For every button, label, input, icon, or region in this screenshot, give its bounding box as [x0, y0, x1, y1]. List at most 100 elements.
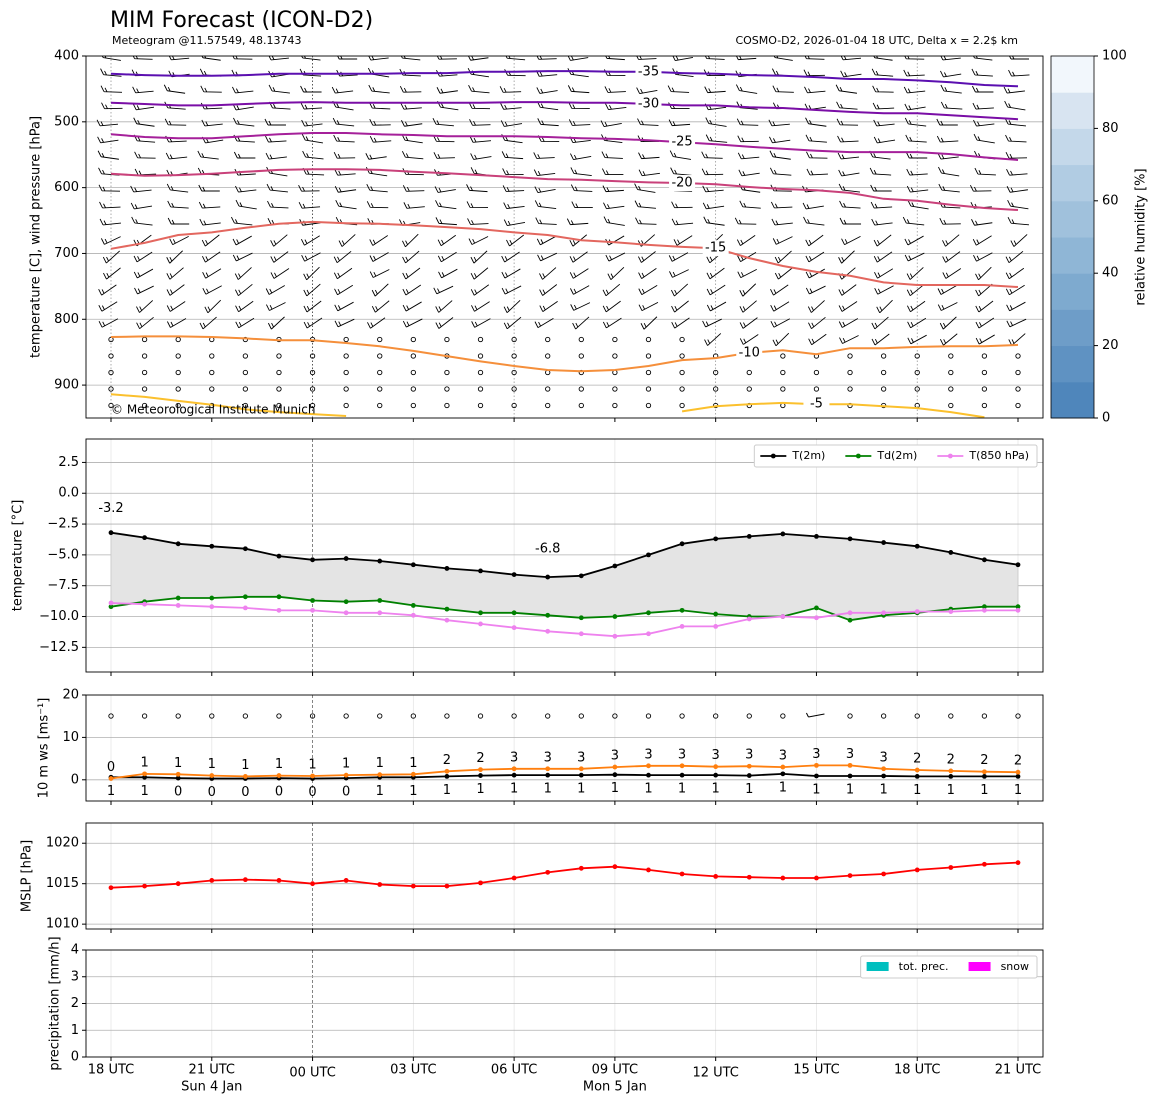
wind-calm: [410, 402, 416, 409]
wind-calm: [444, 713, 450, 719]
wind-barb: [402, 267, 421, 280]
wind-barb: [735, 84, 758, 94]
wind-barb: [904, 235, 924, 246]
wind-barb: [401, 120, 423, 127]
wind-barb: [169, 235, 189, 246]
wind-calm: [242, 402, 249, 409]
wind-barb: [302, 150, 324, 160]
series-marker: [444, 617, 450, 623]
wind-barb: [739, 283, 757, 297]
wind-barb: [1005, 267, 1025, 280]
wind-barb: [975, 317, 995, 329]
wind-barb: [469, 119, 491, 126]
wind-barb: [904, 252, 925, 262]
wind-barb: [869, 167, 892, 176]
wind-barb: [634, 183, 656, 193]
wind-barb: [771, 218, 793, 226]
wind-barb: [568, 119, 591, 126]
wind-barb: [435, 200, 457, 210]
wind-calm: [511, 713, 517, 719]
wind-barb: [334, 318, 355, 328]
wind-calm: [511, 402, 517, 409]
wind-barb: [736, 118, 759, 126]
wind-barb: [637, 251, 656, 263]
value-label: 2: [1014, 754, 1022, 769]
y-tick-label: 2.5: [58, 455, 79, 470]
wind-calm: [880, 713, 887, 719]
wind-barb: [471, 301, 490, 312]
series-marker: [847, 773, 853, 779]
wind-calm: [242, 713, 249, 719]
wind-barb: [266, 302, 286, 311]
value-label: 1: [241, 758, 249, 773]
wind-calm: [545, 402, 551, 409]
series-marker: [713, 874, 719, 879]
wind-barb: [805, 712, 825, 718]
wind-barb: [133, 268, 154, 279]
series-marker: [780, 875, 786, 881]
wind-barb: [100, 68, 122, 77]
wind-barb: [838, 284, 857, 296]
wind-barb: [601, 151, 623, 159]
wind-calm: [444, 336, 450, 343]
series-marker: [847, 536, 853, 542]
wind-barb: [468, 85, 490, 94]
wind-barb: [938, 166, 960, 177]
wind-barb: [569, 251, 588, 263]
wind-barb: [369, 252, 389, 262]
wind-barb: [600, 120, 622, 128]
series-line: [110, 861, 1019, 889]
x-tick-label: 18 UTC: [894, 1063, 940, 1078]
colorbar-bin: [1051, 309, 1094, 347]
wind-barb: [264, 118, 286, 126]
wind-barb: [403, 202, 425, 209]
wind-barb: [770, 318, 791, 328]
wind-barb: [839, 335, 859, 344]
wind-barb: [972, 85, 994, 93]
wind-calm: [746, 713, 752, 719]
value-label: 1: [174, 756, 182, 771]
series-marker: [478, 621, 483, 627]
y-tick-label: 4: [71, 943, 79, 958]
wind-barb: [704, 86, 726, 94]
series-marker: [847, 762, 853, 768]
wind-calm: [242, 353, 249, 359]
series-marker: [410, 562, 416, 568]
value-label: 2: [980, 753, 988, 768]
series-marker: [142, 535, 147, 541]
value-label: 1: [140, 784, 148, 799]
series-marker: [814, 762, 819, 768]
wind-barb: [438, 268, 458, 279]
legend-swatch: [866, 962, 889, 971]
wind-barb: [873, 251, 893, 263]
wind-calm: [141, 336, 148, 343]
wind-barb: [566, 218, 589, 226]
wind-barb: [99, 218, 121, 226]
colorbar-tick-label: 40: [1102, 266, 1119, 281]
wind-barb: [602, 317, 622, 329]
wind-barb: [736, 235, 756, 246]
day-label: Sun 4 Jan: [181, 1080, 242, 1095]
wind-calm: [175, 336, 181, 343]
wind-barb: [202, 251, 221, 263]
wind-calm: [1015, 369, 1021, 376]
wind-barb: [97, 150, 119, 160]
wind-barb: [907, 334, 927, 345]
wind-calm: [645, 386, 652, 392]
wind-barb: [701, 168, 724, 176]
wind-calm: [679, 402, 685, 409]
colorbar-tick-label: 20: [1102, 338, 1119, 353]
wind-barb: [332, 117, 355, 127]
wind-barb: [97, 136, 119, 144]
colorbar-tick-label: 100: [1102, 49, 1127, 64]
wind-calm: [343, 402, 349, 409]
wind-barb: [268, 84, 290, 94]
wind-barb: [267, 200, 289, 209]
series-marker: [478, 610, 483, 616]
wind-barb: [467, 56, 489, 61]
wind-barb: [803, 69, 825, 77]
wind-barb: [234, 267, 252, 280]
wind-barb: [166, 284, 185, 296]
wind-barb: [166, 250, 183, 264]
wind-barb: [303, 266, 320, 281]
